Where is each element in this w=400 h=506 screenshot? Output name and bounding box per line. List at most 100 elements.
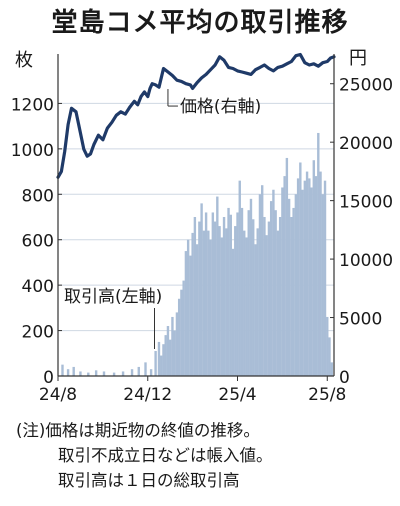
volume-bar xyxy=(252,219,255,376)
left-tick-label: 200 xyxy=(22,323,54,343)
volume-bar xyxy=(294,194,298,376)
volume-bar xyxy=(184,251,188,376)
right-axis-unit: 円 xyxy=(349,48,367,69)
volume-bar xyxy=(180,289,183,376)
annotations: 価格(右軸) 取引高(左軸) xyxy=(64,89,261,350)
volume-bar xyxy=(245,237,248,376)
volume-bar xyxy=(204,212,208,376)
volume-bar xyxy=(310,187,313,376)
volume-bar xyxy=(321,194,324,376)
volume-bar xyxy=(330,362,333,376)
volume-bar xyxy=(301,189,304,376)
volume-bar xyxy=(234,226,237,376)
volume-bar xyxy=(274,210,277,376)
left-tick-label: 400 xyxy=(22,277,54,297)
volume-bar xyxy=(278,217,282,376)
volume-bar xyxy=(154,351,157,376)
price-series xyxy=(56,52,336,179)
volume-bar xyxy=(323,180,327,376)
volume-bar xyxy=(308,178,311,376)
volume-bar xyxy=(285,157,289,376)
volume-bar xyxy=(195,244,199,376)
volume-bar xyxy=(177,298,181,376)
volume-bar xyxy=(328,337,331,376)
left-tick-label: 800 xyxy=(22,186,54,206)
volume-bar xyxy=(287,198,291,376)
volume-bar xyxy=(317,132,320,376)
volume-bar xyxy=(238,180,241,376)
volume-bar xyxy=(299,162,302,376)
volume-annotation: 取引高(左軸) xyxy=(64,287,162,307)
volume-bar xyxy=(157,341,161,376)
volume-bar xyxy=(240,207,244,376)
volume-bar xyxy=(303,180,307,376)
volume-bar xyxy=(198,221,201,376)
volume-bar xyxy=(130,369,134,376)
volume-bar xyxy=(243,230,246,376)
x-tick-label: 25/8 xyxy=(308,385,346,405)
volume-bar xyxy=(258,194,262,376)
volume-bar xyxy=(102,371,106,376)
volume-bar xyxy=(149,369,153,376)
volume-bar xyxy=(162,344,165,376)
volume-bar xyxy=(292,207,295,376)
left-tick-label: 0 xyxy=(43,368,54,388)
volume-bar xyxy=(276,230,280,376)
footnote-line-3: 取引高は１日の総取引高 xyxy=(58,471,240,490)
left-axis-unit: 枚 xyxy=(15,50,33,71)
volume-bar xyxy=(247,210,250,376)
volume-bar xyxy=(260,185,264,376)
volume-bar xyxy=(191,232,194,376)
volume-bar xyxy=(160,355,163,376)
volume-bar xyxy=(193,217,197,376)
volume-bar xyxy=(66,369,70,376)
tick-labels: 0 200 400 600 800 1000 1200 枚 0 5000 10000 15000 200… xyxy=(11,48,393,405)
volume-bar xyxy=(312,160,316,376)
volume-bar xyxy=(213,221,217,376)
volume-bars xyxy=(61,132,333,376)
volume-bar xyxy=(166,326,170,376)
volume-bar xyxy=(225,228,228,376)
left-tick-label: 1000 xyxy=(11,141,54,161)
volume-bar xyxy=(87,372,90,376)
volume-bar xyxy=(171,316,174,376)
volume-bar xyxy=(229,214,232,376)
volume-bar xyxy=(79,371,82,376)
x-tick-label: 24/8 xyxy=(39,385,77,405)
x-tick-label: 25/4 xyxy=(218,385,256,405)
volume-bar xyxy=(256,228,259,376)
volume-bar xyxy=(218,226,221,376)
x-tick-label: 24/12 xyxy=(123,385,172,405)
volume-bar xyxy=(209,239,212,376)
volume-bar xyxy=(112,372,116,376)
volume-bar xyxy=(94,370,98,376)
volume-bar xyxy=(222,217,226,376)
volume-bar xyxy=(175,312,179,376)
volume-bar xyxy=(173,330,176,376)
footnote: (注)価格は期近物の終値の推移。 取引不成立日などは帳入値。 取引高は１日の総取… xyxy=(16,418,273,493)
volume-bar xyxy=(249,198,253,376)
volume-bar xyxy=(326,316,329,376)
volume-bar xyxy=(272,189,275,376)
volume-bar xyxy=(186,239,190,376)
volume-bar xyxy=(319,171,322,376)
volume-bar xyxy=(200,203,203,376)
volume-bar xyxy=(267,221,271,376)
volume-bar xyxy=(296,178,300,376)
volume-bar xyxy=(216,196,219,376)
volume-bar xyxy=(265,235,268,376)
volume-bar xyxy=(314,176,318,376)
volume-bar xyxy=(189,255,192,376)
right-tick-label: 5000 xyxy=(339,310,382,330)
volume-bar xyxy=(254,244,257,376)
left-tick-label: 600 xyxy=(22,232,54,252)
volume-bar xyxy=(144,362,147,376)
volume-bar xyxy=(137,366,140,376)
volume-bar xyxy=(168,339,172,376)
footnote-line-2: 取引不成立日などは帳入値。 xyxy=(58,446,273,465)
right-tick-label: 15000 xyxy=(339,193,393,213)
left-tick-label: 1200 xyxy=(11,95,54,115)
volume-bar xyxy=(281,187,284,376)
volume-bar xyxy=(283,176,286,376)
volume-bar xyxy=(305,171,309,376)
